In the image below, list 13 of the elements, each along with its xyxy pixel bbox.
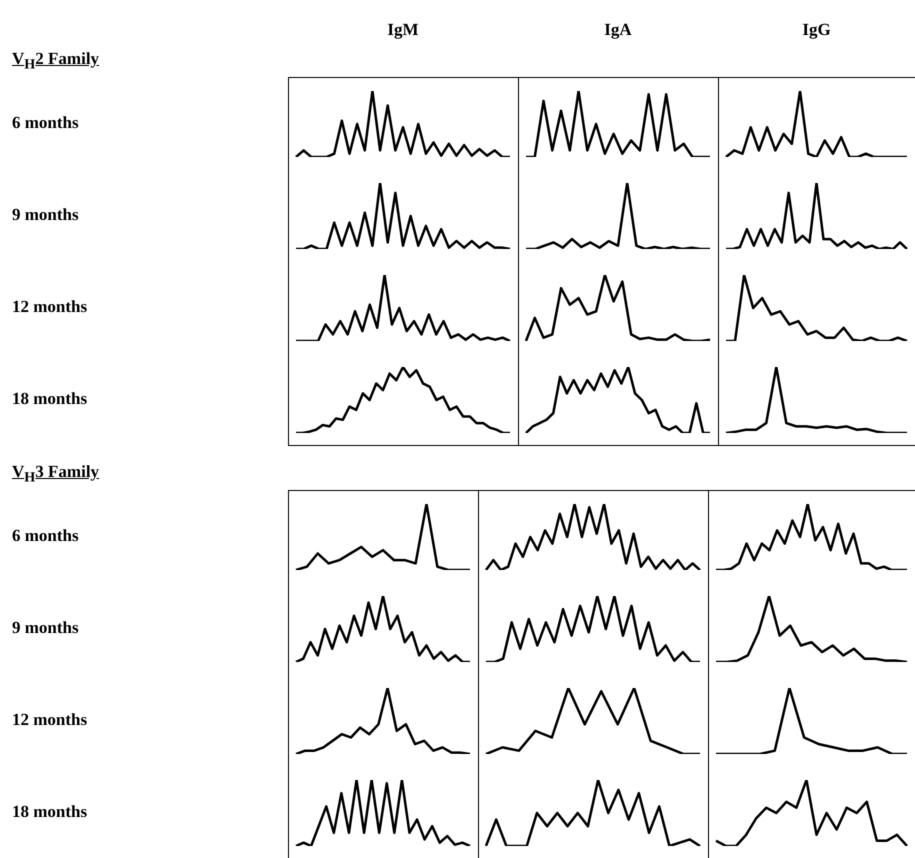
y-axis-title: 18 months bbox=[12, 802, 88, 822]
y-axis-title: 9 months bbox=[12, 205, 79, 225]
y-axis-title: 18 months bbox=[12, 389, 88, 409]
y-axis-title: 12 months bbox=[12, 710, 88, 730]
y-axis-title: 9 months bbox=[12, 618, 79, 638]
y-axis-title: 12 months bbox=[12, 297, 88, 317]
chart-title: IgA bbox=[604, 20, 632, 40]
chart-title: IgG bbox=[802, 20, 831, 40]
text: V$_{H}$2 Family bbox=[12, 49, 100, 74]
y-axis-title: 6 months bbox=[12, 526, 79, 546]
y-axis-title: 6 months bbox=[12, 113, 79, 133]
chart-title: IgM bbox=[387, 20, 419, 40]
text: V$_{H}$3 Family bbox=[12, 462, 100, 486]
